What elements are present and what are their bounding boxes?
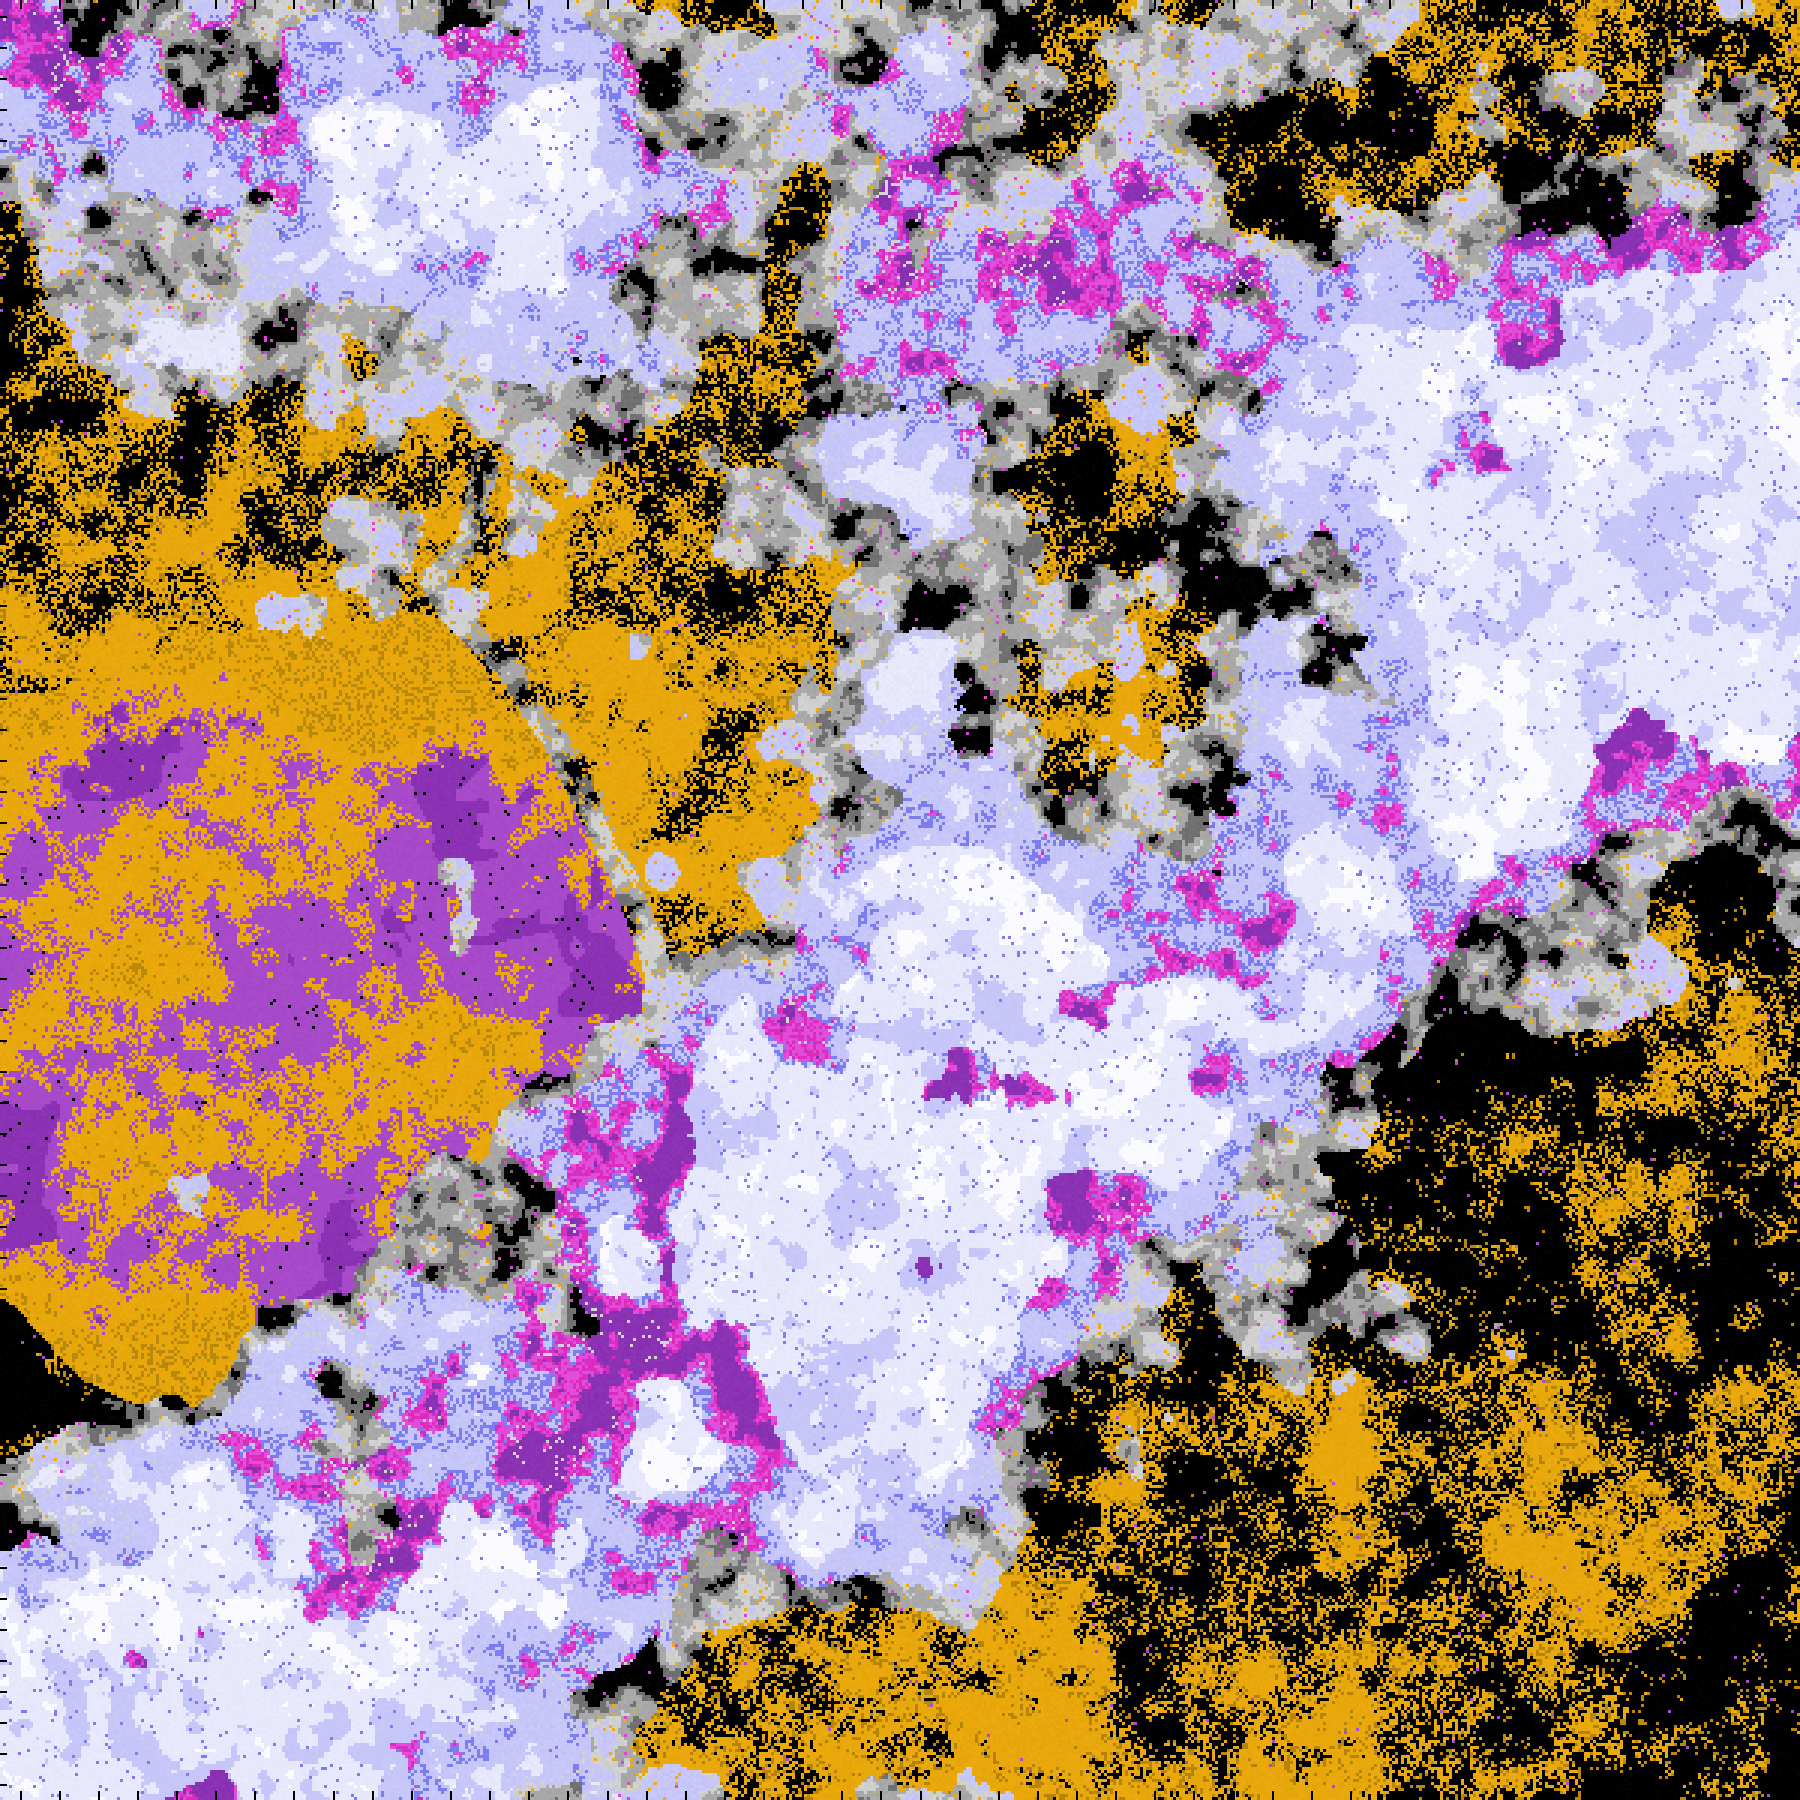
satellite-image-viewer[interactable]: False-Color Satellite Composite South Am…	[0, 0, 1800, 1800]
false-color-satellite-raster	[0, 0, 1800, 1800]
